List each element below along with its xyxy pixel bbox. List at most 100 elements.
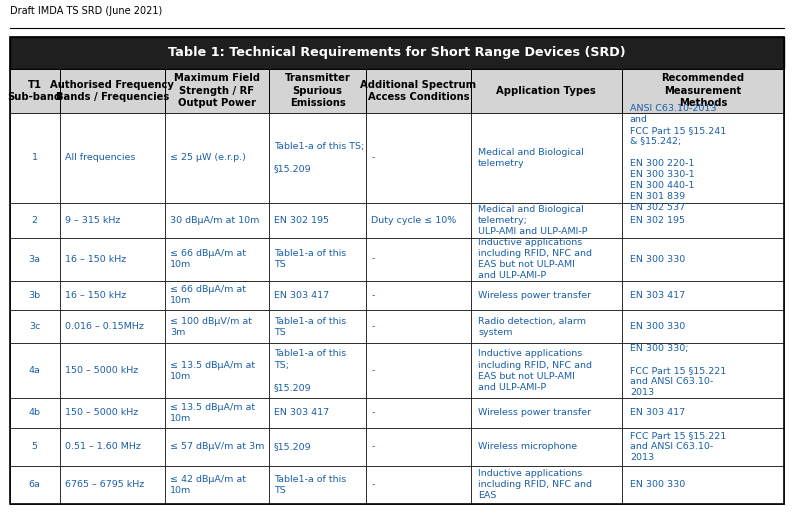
Text: EN 302 195: EN 302 195 [630,216,685,225]
Text: -: - [372,153,375,163]
Text: 30 dBμA/m at 10m: 30 dBμA/m at 10m [170,216,259,225]
Text: ≤ 13.5 dBμA/m at
10m: ≤ 13.5 dBμA/m at 10m [170,403,255,423]
Bar [471,428,622,466]
Text: Table1-a of this
TS: Table1-a of this TS [274,475,346,495]
Bar [366,310,471,343]
Text: Table1-a of this
TS: Table1-a of this TS [274,317,346,337]
Bar [471,238,622,281]
Bar [269,343,366,398]
Bar [471,281,622,310]
Text: 6765 – 6795 kHz: 6765 – 6795 kHz [65,480,145,489]
Bar [164,343,269,398]
Text: Radio detection, alarm
system: Radio detection, alarm system [478,317,586,337]
Bar [366,343,471,398]
Text: ≤ 57 dBμV/m at 3m: ≤ 57 dBμV/m at 3m [170,442,264,451]
Bar [269,113,366,203]
Text: Wireless power transfer: Wireless power transfer [478,291,592,300]
Text: Table1-a of this
TS;

§15.209: Table1-a of this TS; §15.209 [274,349,346,392]
Bar [164,113,269,203]
Bar [60,428,164,466]
Text: 150 – 5000 kHz: 150 – 5000 kHz [65,366,138,375]
Text: Transmitter
Spurious
Emissions: Transmitter Spurious Emissions [284,73,350,108]
Bar [622,203,784,238]
Text: §15.209: §15.209 [274,442,311,451]
Text: Additional Spectrum
Access Conditions: Additional Spectrum Access Conditions [360,80,476,102]
Text: ≤ 25 μW (e.r.p.): ≤ 25 μW (e.r.p.) [170,153,245,163]
Bar [471,69,622,113]
Text: Medical and Biological
telemetry: Medical and Biological telemetry [478,148,584,168]
Bar [60,238,164,281]
Bar [60,466,164,504]
Bar [10,69,60,113]
Bar [164,466,269,504]
Bar [471,343,622,398]
Text: Wireless power transfer: Wireless power transfer [478,408,592,418]
Text: EN 300 330: EN 300 330 [630,480,685,489]
Bar [10,466,60,504]
Bar [622,238,784,281]
Text: 0.51 – 1.60 MHz: 0.51 – 1.60 MHz [65,442,141,451]
Text: 1: 1 [32,153,37,163]
Text: ≤ 100 dBμV/m at
3m: ≤ 100 dBμV/m at 3m [170,317,252,337]
Text: EN 300 330;

FCC Part 15 §15.221
and ANSI C63.10-
2013: EN 300 330; FCC Part 15 §15.221 and ANSI… [630,344,727,398]
Text: EN 303 417: EN 303 417 [630,291,685,300]
Bar [622,113,784,203]
Bar [269,466,366,504]
Bar [366,238,471,281]
Bar [471,113,622,203]
Bar [10,203,60,238]
Bar [10,238,60,281]
Bar [60,343,164,398]
Bar [622,428,784,466]
Text: 0.016 – 0.15MHz: 0.016 – 0.15MHz [65,322,144,331]
Bar [366,69,471,113]
Bar [10,281,60,310]
Text: EN 302 195: EN 302 195 [274,216,329,225]
Text: ≤ 13.5 dBμA/m at
10m: ≤ 13.5 dBμA/m at 10m [170,361,255,381]
Bar [60,310,164,343]
Bar [366,203,471,238]
Text: EN 300 330: EN 300 330 [630,254,685,264]
Bar [269,203,366,238]
Bar [10,428,60,466]
Bar [164,398,269,428]
Bar [164,69,269,113]
Bar [622,310,784,343]
Text: FCC Part 15 §15.221
and ANSI C63.10-
2013: FCC Part 15 §15.221 and ANSI C63.10- 201… [630,431,727,462]
Bar [60,69,164,113]
Bar [269,428,366,466]
Bar [269,69,366,113]
Bar [164,203,269,238]
Text: -: - [372,291,375,300]
Text: 4a: 4a [29,366,40,375]
Bar [269,398,366,428]
Text: -: - [372,442,375,451]
Bar [622,398,784,428]
Bar [622,343,784,398]
Bar [471,466,622,504]
Text: 6a: 6a [29,480,40,489]
Text: -: - [372,366,375,375]
Text: ≤ 66 dBμA/m at
10m: ≤ 66 dBμA/m at 10m [170,249,246,269]
Text: Duty cycle ≤ 10%: Duty cycle ≤ 10% [372,216,457,225]
Text: 16 – 150 kHz: 16 – 150 kHz [65,291,126,300]
Text: 3b: 3b [29,291,40,300]
Bar [164,428,269,466]
Text: 2: 2 [32,216,37,225]
Bar [164,310,269,343]
Bar [622,466,784,504]
Text: EN 303 417: EN 303 417 [274,408,329,418]
Text: Table1-a of this TS;

§15.209: Table1-a of this TS; §15.209 [274,143,364,173]
Text: 3a: 3a [29,254,40,264]
Text: Inductive applications
including RFID, NFC and
EAS: Inductive applications including RFID, N… [478,469,592,500]
Text: -: - [372,254,375,264]
Text: Wireless microphone: Wireless microphone [478,442,577,451]
Text: Inductive applications
including RFID, NFC and
EAS but not ULP-AMI
and ULP-AMI-P: Inductive applications including RFID, N… [478,238,592,280]
Text: -: - [372,408,375,418]
Bar [366,281,471,310]
Text: Application Types: Application Types [496,86,596,96]
Bar [471,310,622,343]
Text: ≤ 42 dBμA/m at
10m: ≤ 42 dBμA/m at 10m [170,475,246,495]
Bar [60,398,164,428]
Text: 150 – 5000 kHz: 150 – 5000 kHz [65,408,138,418]
